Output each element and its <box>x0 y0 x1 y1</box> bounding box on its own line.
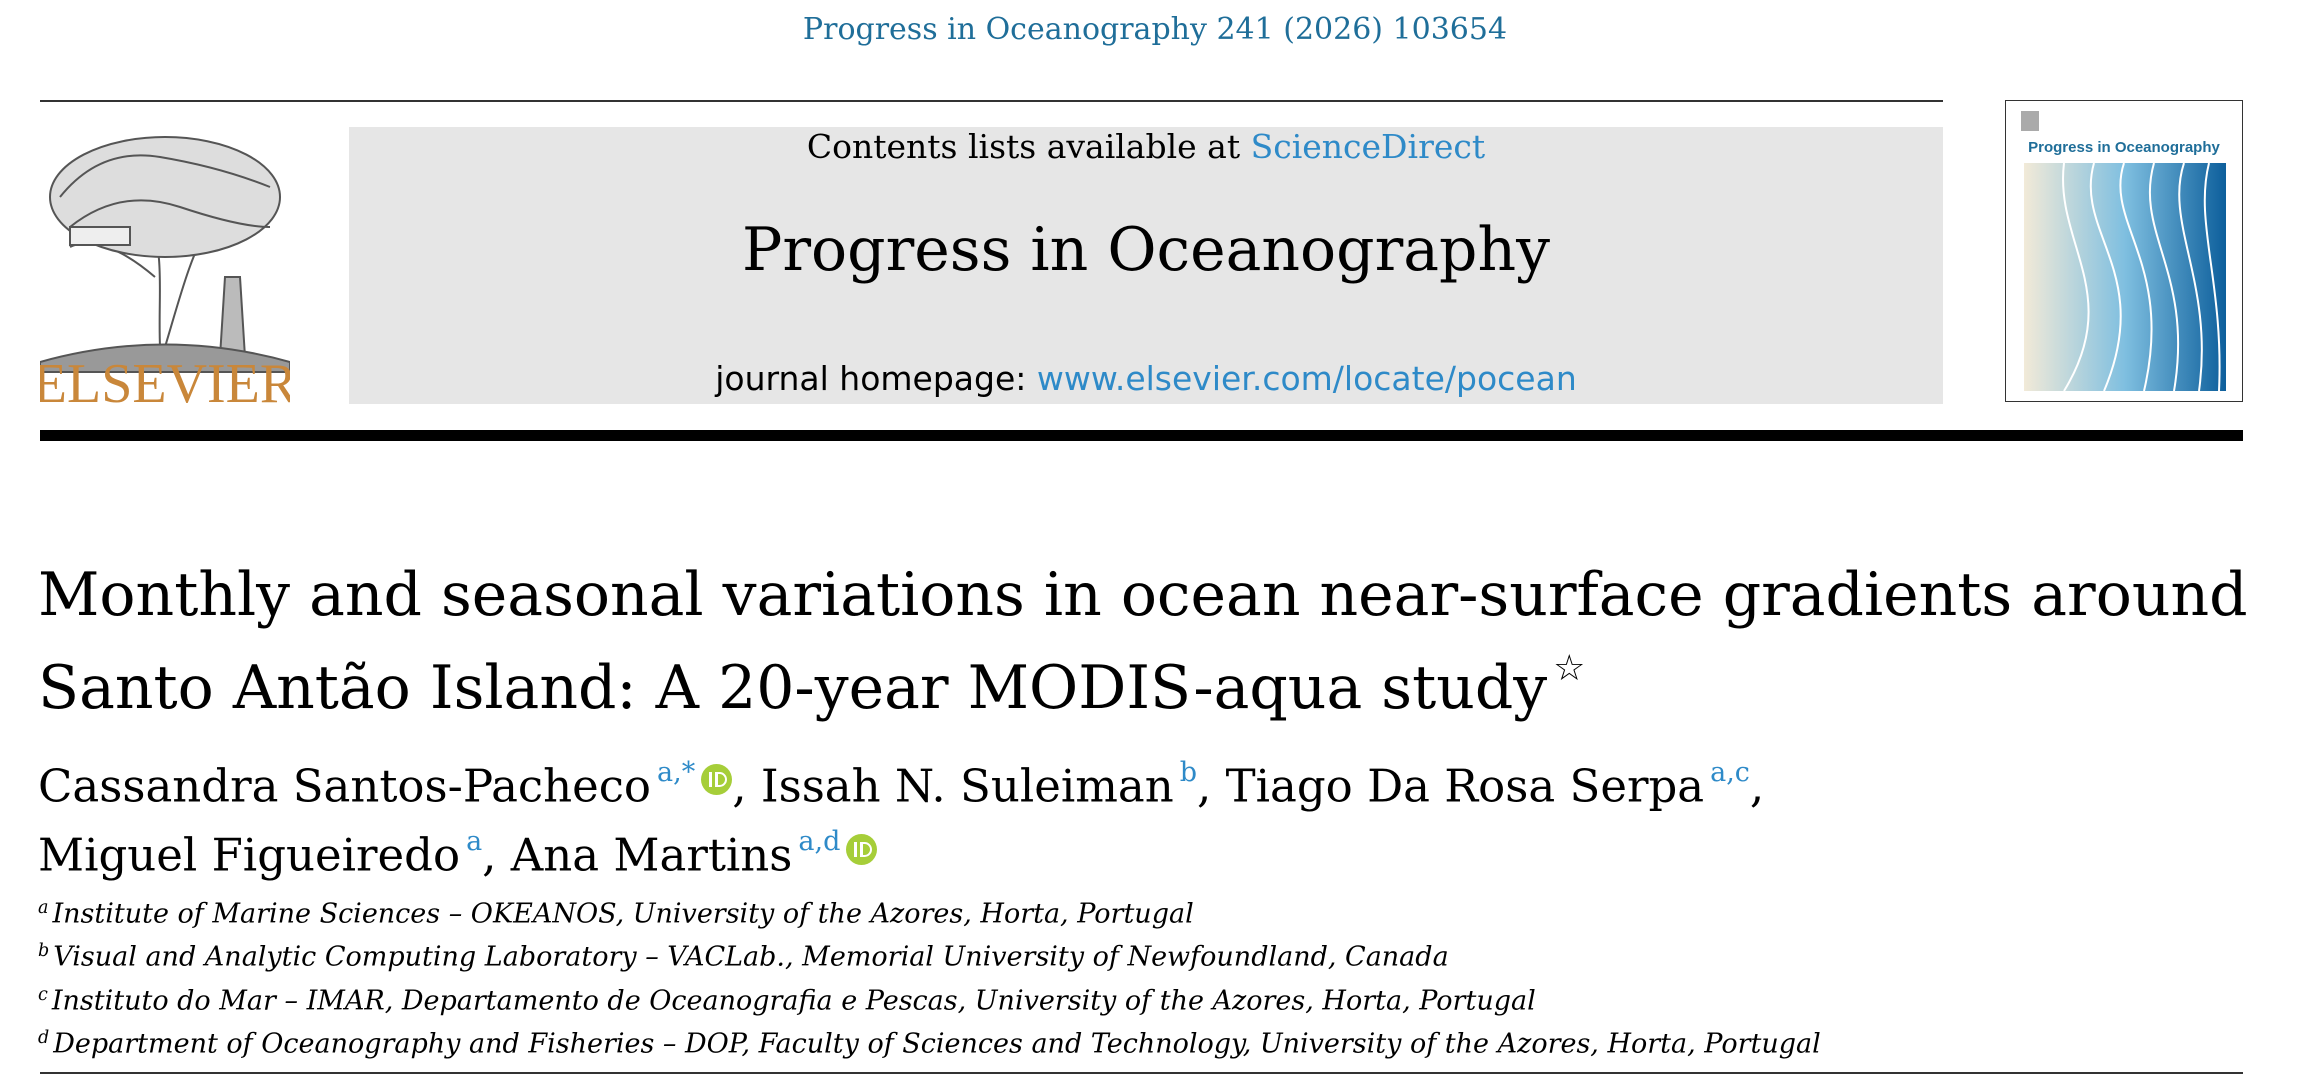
author-affiliation-marker: a,d <box>798 826 841 858</box>
bottom-rule <box>40 1072 2243 1074</box>
affiliation-text: Instituto do Mar – IMAR, Departamento de… <box>51 985 1536 1017</box>
contents-line: Contents lists available at ScienceDirec… <box>349 127 1943 166</box>
journal-cover: Progress in Oceanography <box>2005 100 2243 402</box>
contents-prefix: Contents lists available at <box>806 127 1241 166</box>
affiliation-key: c <box>38 984 48 1005</box>
journal-title: Progress in Oceanography <box>742 215 1550 285</box>
separator: , <box>1749 759 1765 813</box>
separator: , <box>482 828 497 882</box>
sciencedirect-link[interactable]: ScienceDirect <box>1250 127 1486 166</box>
cover-title: Progress in Oceanography <box>2028 139 2220 156</box>
affiliations: a Institute of Marine Sciences – OKEANOS,… <box>38 890 1821 1063</box>
publisher-name: ELSEVIER <box>40 353 290 407</box>
title-line: Monthly and seasonal variations in ocean… <box>38 560 2248 630</box>
separator: , <box>732 759 747 813</box>
orcid-icon[interactable] <box>701 764 733 796</box>
top-rule <box>40 100 1943 102</box>
author-affiliation-marker: a,c <box>1710 757 1750 788</box>
authors: Cassandra Santos-Pacheco a,*, Issah N. Su… <box>38 745 1764 884</box>
homepage-line: journal homepage: www.elsevier.com/locat… <box>349 359 1943 398</box>
separator: , <box>1197 759 1212 813</box>
author-affiliation-marker: a,* <box>657 757 696 788</box>
cover-art <box>2024 163 2226 391</box>
affiliation-key: d <box>38 1028 50 1049</box>
author-line: Miguel Figueiredo a, Ana Martins a,d <box>38 814 1764 883</box>
title-mark: ☆ <box>1553 648 1586 689</box>
affiliation: b Visual and Analytic Computing Laborator… <box>38 933 1821 976</box>
article-title: Monthly and seasonal variations in ocean… <box>38 558 2248 725</box>
orcid-icon[interactable] <box>846 833 878 865</box>
author-name: Miguel Figueiredo <box>38 828 461 882</box>
affiliation: c Instituto do Mar – IMAR, Departamento d… <box>38 977 1821 1020</box>
header-bar <box>40 430 2243 441</box>
affiliation-key: b <box>38 941 50 962</box>
journal-banner: Contents lists available at ScienceDirec… <box>349 127 1943 404</box>
cover-logo <box>2021 111 2039 131</box>
affiliation-text: Visual and Analytic Computing Laboratory… <box>53 941 1449 973</box>
affiliation: a Institute of Marine Sciences – OKEANOS,… <box>38 890 1821 933</box>
citation: Progress in Oceanography 241 (2026) 1036… <box>802 12 1508 47</box>
author-name: Issah N. Suleiman <box>760 759 1174 813</box>
affiliation-text: Department of Oceanography and Fisheries… <box>53 1028 1821 1060</box>
author-name: Ana Martins <box>510 828 793 882</box>
affiliation: d Department of Oceanography and Fisherie… <box>38 1020 1821 1063</box>
author-name: Tiago Da Rosa Serpa <box>1225 759 1705 813</box>
author-affiliation-marker: a <box>466 826 483 858</box>
author-line: Cassandra Santos-Pacheco a,*, Issah N. Su… <box>38 745 1764 814</box>
author-name: Cassandra Santos-Pacheco <box>38 759 652 813</box>
publisher-logo: ELSEVIER <box>40 136 290 407</box>
title-line: Santo Antão Island: A 20-year MODIS-aqua… <box>38 632 2248 725</box>
affiliation-text: Institute of Marine Sciences – OKEANOS, … <box>52 898 1194 930</box>
homepage-prefix: journal homepage: <box>715 359 1027 398</box>
author-affiliation-marker: b <box>1179 757 1198 788</box>
title-text: Santo Antão Island: A 20-year MODIS-aqua… <box>38 653 1548 723</box>
affiliation-key: a <box>38 898 49 918</box>
homepage-link[interactable]: www.elsevier.com/locate/pocean <box>1036 359 1577 398</box>
